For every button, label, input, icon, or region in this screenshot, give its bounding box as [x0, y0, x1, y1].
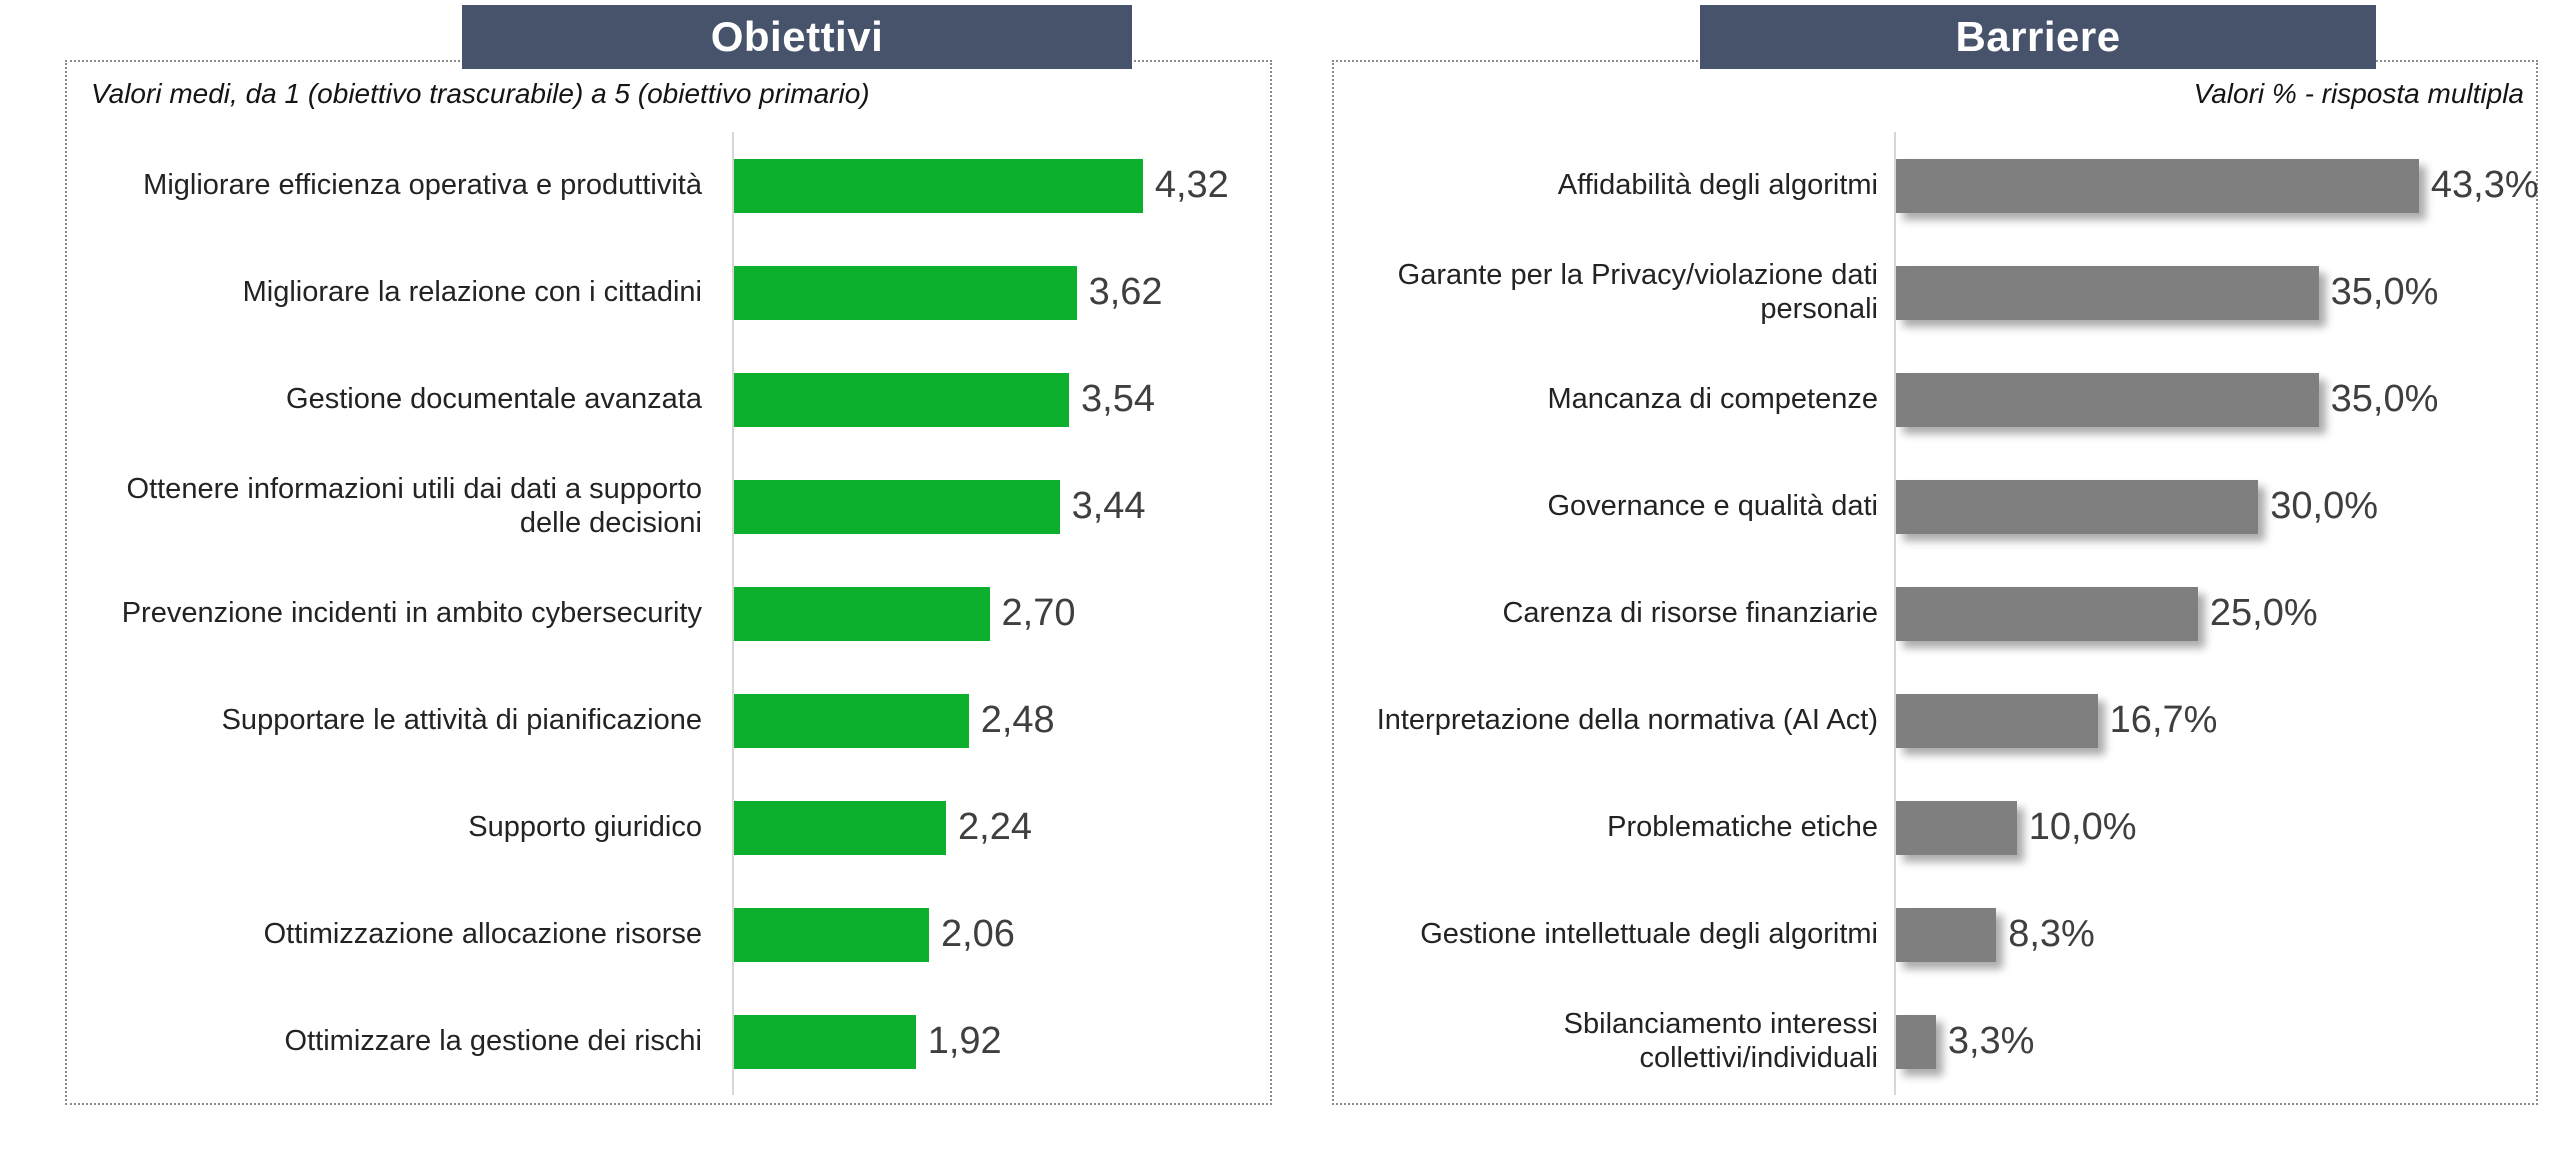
chart-row: Garante per la Privacy/violazione dati p… [1334, 239, 2530, 346]
value-label: 2,24 [958, 806, 1032, 848]
plot-area: 43,3% [1894, 132, 2539, 239]
data-bar [734, 800, 946, 855]
value-label: 35,0% [2330, 378, 2439, 420]
barriere-chart-subtitle: Valori % - risposta multipla [2193, 78, 2524, 109]
category-label: Governance e qualità dati [1547, 489, 1879, 522]
data-bar [1896, 1014, 1936, 1069]
value-label: 10,0% [2028, 806, 2137, 848]
plot-area: 10,0% [1894, 774, 2530, 881]
data-bar [1896, 800, 2017, 855]
value-label: 8,3% [2008, 913, 2095, 955]
plot-area: 2,06 [732, 881, 1264, 988]
value-label: 4,32 [1154, 164, 1229, 206]
category-label: Garante per la Privacy/violazione dati p… [1397, 259, 1878, 325]
plot-area: 1,92 [732, 988, 1264, 1095]
value-label: 3,54 [1081, 378, 1155, 420]
chart-row: Problematiche etiche 10,0% [1334, 774, 2530, 881]
plot-area: 30,0% [1894, 453, 2530, 560]
plot-area: 3,62 [732, 239, 1264, 346]
value-label: 16,7% [2109, 699, 2218, 741]
data-bar [734, 372, 1070, 427]
data-bar [1896, 372, 2319, 427]
chart-row: Carenza di risorse finanziarie 25,0% [1334, 560, 2530, 667]
barriere-chart-title: Barriere [1700, 5, 2376, 69]
chart-row: Migliorare efficienza operativa e produt… [67, 132, 1264, 239]
value-label: 3,44 [1071, 485, 1146, 527]
value-label: 43,3% [2430, 164, 2539, 206]
value-label: 30,0% [2270, 485, 2379, 527]
plot-area: 25,0% [1894, 560, 2530, 667]
data-bar [1896, 907, 1997, 962]
data-bar [1896, 158, 2419, 213]
chart-row: Supportare le attività di pianificazione… [67, 667, 1264, 774]
chart-row: Governance e qualità dati 30,0% [1334, 453, 2530, 560]
value-label: 2,70 [1001, 592, 1076, 634]
value-label: 35,0% [2330, 271, 2439, 313]
category-label: Gestione intellettuale degli algoritmi [1420, 917, 1878, 950]
chart-row: Ottimizzare la gestione dei rischi 1,92 [67, 988, 1264, 1095]
obiettivi-chart-title: Obiettivi [462, 5, 1132, 69]
plot-area: 2,24 [732, 774, 1264, 881]
category-label: Supporto giuridico [468, 810, 702, 843]
value-label: 1,92 [927, 1020, 1002, 1062]
category-label: Ottimizzare la gestione dei rischi [284, 1024, 702, 1057]
plot-area: 3,44 [732, 453, 1264, 560]
plot-area: 8,3% [1894, 881, 2530, 988]
data-bar [1896, 586, 2198, 641]
category-label: Ottenere informazioni utili dai dati a s… [126, 473, 702, 539]
barriere-chart-panel: Valori % - risposta multipla Affidabilit… [1332, 60, 2539, 1105]
data-bar [734, 693, 969, 748]
data-bar [734, 265, 1077, 320]
chart-row: Affidabilità degli algoritmi 43,3% [1334, 132, 2539, 239]
category-label: Ottimizzazione allocazione risorse [263, 917, 702, 950]
chart-rows: Affidabilità degli algoritmi 43,3% Garante… [1334, 132, 2539, 1095]
plot-area: 35,0% [1894, 239, 2530, 346]
plot-area: 16,7% [1894, 667, 2530, 774]
chart-row: Prevenzione incidenti in ambito cybersec… [67, 560, 1264, 667]
chart-row: Gestione documentale avanzata 3,54 [67, 346, 1264, 453]
data-bar [734, 586, 990, 641]
chart-row: Gestione intellettuale degli algoritmi 8,… [1334, 881, 2530, 988]
category-label: Migliorare la relazione con i cittadini [242, 275, 702, 308]
chart-row: Ottenere informazioni utili dai dati a s… [67, 453, 1264, 560]
category-label: Gestione documentale avanzata [286, 382, 702, 415]
category-label: Affidabilità degli algoritmi [1557, 168, 1878, 201]
value-label: 2,48 [980, 699, 1055, 741]
chart-row: Supporto giuridico 2,24 [67, 774, 1264, 881]
plot-area: 2,48 [732, 667, 1264, 774]
category-label: Migliorare efficienza operativa e produt… [143, 168, 702, 201]
plot-area: 3,54 [732, 346, 1264, 453]
category-label: Supportare le attività di pianificazione [221, 703, 702, 736]
data-bar [734, 479, 1060, 534]
category-label: Interpretazione della normativa (AI Act) [1376, 703, 1878, 736]
data-bar [734, 1014, 916, 1069]
obiettivi-chart-subtitle: Valori medi, da 1 (obiettivo trascurabil… [91, 78, 870, 109]
category-label: Problematiche etiche [1607, 810, 1878, 843]
chart-rows: Migliorare efficienza operativa e produt… [67, 132, 1264, 1095]
value-label: 25,0% [2209, 592, 2318, 634]
plot-area: 2,70 [732, 560, 1264, 667]
plot-area: 4,32 [732, 132, 1264, 239]
category-label: Sbilanciamento interessi collettivi/indi… [1563, 1008, 1878, 1074]
value-label: 3,3% [1947, 1020, 2035, 1062]
category-label: Carenza di risorse finanziarie [1502, 596, 1878, 629]
chart-row: Mancanza di competenze 35,0% [1334, 346, 2530, 453]
category-label: Mancanza di competenze [1547, 382, 1878, 415]
chart-row: Migliorare la relazione con i cittadini 3… [67, 239, 1264, 346]
chart-row: Interpretazione della normativa (AI Act)… [1334, 667, 2530, 774]
data-bar [734, 158, 1143, 213]
data-bar [1896, 479, 2259, 534]
plot-area: 3,3% [1894, 988, 2530, 1095]
chart-row: Sbilanciamento interessi collettivi/indi… [1334, 988, 2530, 1095]
value-label: 3,62 [1088, 271, 1163, 313]
chart-row: Ottimizzazione allocazione risorse 2,06 [67, 881, 1264, 988]
data-bar [734, 907, 929, 962]
category-label: Prevenzione incidenti in ambito cybersec… [121, 596, 702, 629]
value-label: 2,06 [940, 913, 1015, 955]
obiettivi-chart-panel: Valori medi, da 1 (obiettivo trascurabil… [65, 60, 1272, 1105]
data-bar [1896, 693, 2098, 748]
data-bar [1896, 265, 2319, 320]
plot-area: 35,0% [1894, 346, 2530, 453]
